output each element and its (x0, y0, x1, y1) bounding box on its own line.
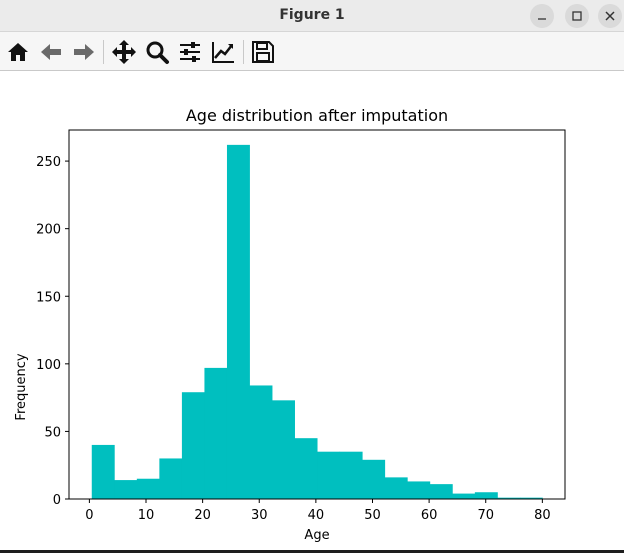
histogram-bar (339, 451, 363, 499)
edit-axis-button[interactable] (210, 39, 236, 65)
toolbar-separator (103, 40, 104, 64)
toolbar-separator (243, 40, 244, 64)
histogram-bar (452, 493, 476, 499)
histogram-bar (204, 367, 228, 499)
y-tick-label: 100 (36, 358, 61, 373)
sliders-icon (180, 42, 200, 62)
histogram-bar (294, 438, 318, 499)
x-tick-label: 20 (194, 508, 211, 523)
minimize-icon (538, 18, 546, 20)
arrow-right-icon (74, 44, 94, 60)
histogram-bar (384, 477, 408, 499)
arrow-left-icon (41, 44, 61, 60)
histogram-bar (249, 385, 273, 499)
y-tick-label: 200 (36, 223, 61, 238)
x-axis-label: Age (304, 528, 329, 543)
home-button[interactable] (5, 39, 31, 65)
save-button[interactable] (250, 39, 276, 65)
histogram-bar (474, 492, 498, 499)
back-button[interactable] (38, 39, 64, 65)
y-tick-label: 0 (53, 493, 61, 508)
chart-title: Age distribution after imputation (186, 106, 448, 125)
histogram-bar (272, 400, 295, 499)
histogram-bar (181, 392, 205, 499)
x-tick-label: 30 (251, 508, 268, 523)
zoom-button[interactable] (144, 39, 170, 65)
window-titlebar: Figure 1 (0, 0, 624, 32)
histogram-bar (429, 484, 453, 499)
x-tick-label: 10 (138, 508, 155, 523)
x-tick-label: 40 (308, 508, 325, 523)
x-tick-label: 70 (477, 508, 494, 523)
y-axis-label: Frequency (14, 353, 29, 420)
y-axis-ticks: 0 50 100 150 200 250 (36, 155, 69, 508)
move-icon (112, 40, 136, 64)
histogram-bar (362, 459, 386, 499)
x-tick-label: 50 (364, 508, 381, 523)
y-tick-label: 50 (44, 425, 61, 440)
pan-button[interactable] (111, 39, 137, 65)
window-bottom-border (0, 550, 624, 553)
y-tick-label: 250 (36, 155, 61, 170)
histogram-bar (519, 497, 543, 499)
histogram-bar (317, 451, 341, 499)
close-icon (605, 11, 615, 21)
x-tick-label: 80 (534, 508, 551, 523)
histogram-bar (226, 144, 250, 499)
magnifier-icon (146, 41, 169, 64)
plot-frame (68, 129, 566, 500)
close-button[interactable] (598, 4, 622, 28)
line-chart-icon (212, 42, 234, 63)
histogram-bar (114, 480, 138, 499)
y-tick-label: 150 (36, 290, 61, 305)
maximize-button[interactable] (565, 4, 589, 28)
navigation-toolbar (0, 32, 624, 71)
x-tick-label: 60 (421, 508, 438, 523)
forward-button[interactable] (71, 39, 97, 65)
bars-group (91, 144, 543, 499)
histogram-bar (136, 478, 160, 499)
figure-canvas[interactable]: Age distribution after imputation 0 10 20 3… (0, 71, 624, 553)
histogram-chart: Age distribution after imputation 0 10 20 3… (14, 106, 566, 543)
floppy-icon (252, 41, 274, 63)
window-title: Figure 1 (279, 7, 345, 23)
histogram-bar (407, 481, 431, 499)
configure-subplots-button[interactable] (177, 39, 203, 65)
x-tick-label: 0 (85, 508, 93, 523)
x-axis-ticks: 0 10 20 30 40 50 60 70 80 (85, 499, 551, 523)
histogram-bar (91, 444, 115, 499)
maximize-icon (572, 11, 582, 21)
minimize-button[interactable] (530, 4, 554, 28)
histogram-bar (497, 497, 521, 499)
histogram-bar (159, 458, 183, 499)
home-icon (8, 43, 28, 61)
